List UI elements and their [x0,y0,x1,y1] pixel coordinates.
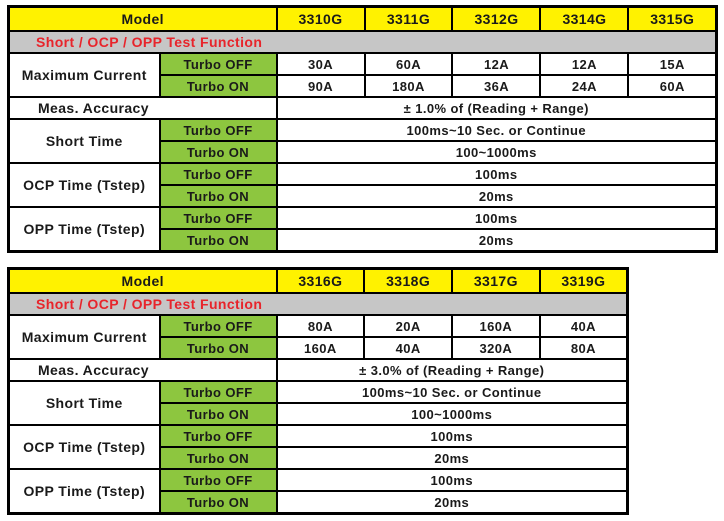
current-value-cell: 12A [539,52,630,76]
model-header-label: Model [7,267,278,294]
row-label-ocp-time: OCP Time (Tstep) [7,424,161,470]
section-title: Short / OCP / OPP Test Function [7,292,629,316]
table-row: OPP Time (Tstep) Turbo OFF 100ms [7,468,629,515]
model-name-cell: 3314G [539,5,630,32]
table-row: Turbo ON 20ms [9,184,718,208]
table-row: OPP Time (Tstep) Turbo OFF 100ms [7,206,718,253]
turbo-on-label: Turbo ON [158,446,278,470]
table-row: Turbo ON 20ms [9,446,629,470]
current-value-cell: 60A [363,52,454,76]
model-header-row: Model 3316G 3318G 3317G 3319G [7,267,629,294]
model-name-cell: 3310G [275,5,366,32]
current-value-cell: 24A [539,74,630,98]
current-value-cell: 160A [275,336,366,360]
section-title-row: Short / OCP / OPP Test Function [7,292,629,316]
ocp-time-value-cell: 20ms [275,446,629,470]
current-value-cell: 80A [275,314,366,338]
row-label-maximum-current: Maximum Current [7,314,161,360]
model-name-cell: 3318G [363,267,453,294]
current-value-cell: 40A [538,314,629,338]
current-value-cell: 12A [451,52,542,76]
row-label-short-time: Short Time [7,380,161,426]
current-value-cell: 15A [627,52,718,76]
turbo-off-label: Turbo OFF [158,314,278,338]
turbo-on-label: Turbo ON [158,402,278,426]
ocp-time-value-cell: 100ms [275,162,718,186]
row-label-ocp-time: OCP Time (Tstep) [7,162,161,208]
table-row: Turbo ON 20ms [9,228,718,253]
turbo-off-label: Turbo OFF [158,468,278,492]
current-value-cell: 160A [450,314,541,338]
table-row: Turbo ON 90A 180A 36A 24A 60A [9,74,718,98]
short-time-value-cell: 100~1000ms [275,402,629,426]
table-row: Meas. Accuracy ± 3.0% of (Reading + Rang… [7,358,629,382]
model-name-cell: 3316G [275,267,366,294]
short-time-value-cell: 100ms~10 Sec. or Continue [275,118,718,142]
row-label-meas-accuracy: Meas. Accuracy [7,358,278,382]
table-row: Turbo ON 160A 40A 320A 80A [9,336,629,360]
model-name-cell: 3315G [627,5,718,32]
turbo-off-label: Turbo OFF [158,118,278,142]
current-value-cell: 320A [450,336,541,360]
turbo-off-label: Turbo OFF [158,206,278,230]
short-time-value-cell: 100ms~10 Sec. or Continue [275,380,629,404]
model-name-cell: 3319G [538,267,629,294]
table-row: Turbo ON 20ms [9,490,629,515]
row-label-maximum-current: Maximum Current [7,52,161,98]
turbo-off-label: Turbo OFF [158,380,278,404]
table-row: Maximum Current Turbo OFF 80A 20A 160A 4… [7,314,629,360]
current-value-cell: 20A [363,314,453,338]
turbo-on-label: Turbo ON [158,228,278,253]
current-value-cell: 180A [363,74,454,98]
model-header-label: Model [7,5,278,32]
table-row: Maximum Current Turbo OFF 30A 60A 12A 12… [7,52,718,98]
table-row: Turbo ON 100~1000ms [9,402,629,426]
model-name-cell: 3312G [451,5,542,32]
opp-time-value-cell: 20ms [275,490,629,515]
turbo-off-label: Turbo OFF [158,424,278,448]
turbo-on-label: Turbo ON [158,490,278,515]
section-title: Short / OCP / OPP Test Function [7,30,718,54]
opp-time-value-cell: 100ms [275,206,718,230]
turbo-off-label: Turbo OFF [158,52,278,76]
ocp-time-value-cell: 100ms [275,424,629,448]
section-title-row: Short / OCP / OPP Test Function [7,30,718,54]
table-row: OCP Time (Tstep) Turbo OFF 100ms [7,162,718,208]
model-header-row: Model 3310G 3311G 3312G 3314G 3315G [7,5,718,32]
turbo-on-label: Turbo ON [158,140,278,164]
current-value-cell: 36A [451,74,542,98]
current-value-cell: 40A [363,336,453,360]
table-row: Turbo ON 100~1000ms [9,140,718,164]
spec-table-3310g-3315g: Model 3310G 3311G 3312G 3314G 3315G Shor… [7,5,718,253]
turbo-on-label: Turbo ON [158,184,278,208]
model-name-cell: 3311G [363,5,454,32]
turbo-on-label: Turbo ON [158,74,278,98]
row-label-opp-time: OPP Time (Tstep) [7,468,161,515]
table-row: Short Time Turbo OFF 100ms~10 Sec. or Co… [7,380,629,426]
turbo-on-label: Turbo ON [158,336,278,360]
accuracy-value-cell: ± 3.0% of (Reading + Range) [275,358,629,382]
accuracy-value-cell: ± 1.0% of (Reading + Range) [275,96,718,120]
row-label-meas-accuracy: Meas. Accuracy [7,96,278,120]
table-row: Meas. Accuracy ± 1.0% of (Reading + Rang… [7,96,718,120]
current-value-cell: 30A [275,52,366,76]
opp-time-value-cell: 100ms [275,468,629,492]
model-name-cell: 3317G [450,267,541,294]
ocp-time-value-cell: 20ms [275,184,718,208]
current-value-cell: 90A [275,74,366,98]
table-row: OCP Time (Tstep) Turbo OFF 100ms [7,424,629,470]
opp-time-value-cell: 20ms [275,228,718,253]
current-value-cell: 60A [627,74,718,98]
row-label-short-time: Short Time [7,118,161,164]
row-label-opp-time: OPP Time (Tstep) [7,206,161,253]
spec-table-3316g-3319g: Model 3316G 3318G 3317G 3319G Short / OC… [7,267,629,515]
turbo-off-label: Turbo OFF [158,162,278,186]
current-value-cell: 80A [538,336,629,360]
table-row: Short Time Turbo OFF 100ms~10 Sec. or Co… [7,118,718,164]
short-time-value-cell: 100~1000ms [275,140,718,164]
